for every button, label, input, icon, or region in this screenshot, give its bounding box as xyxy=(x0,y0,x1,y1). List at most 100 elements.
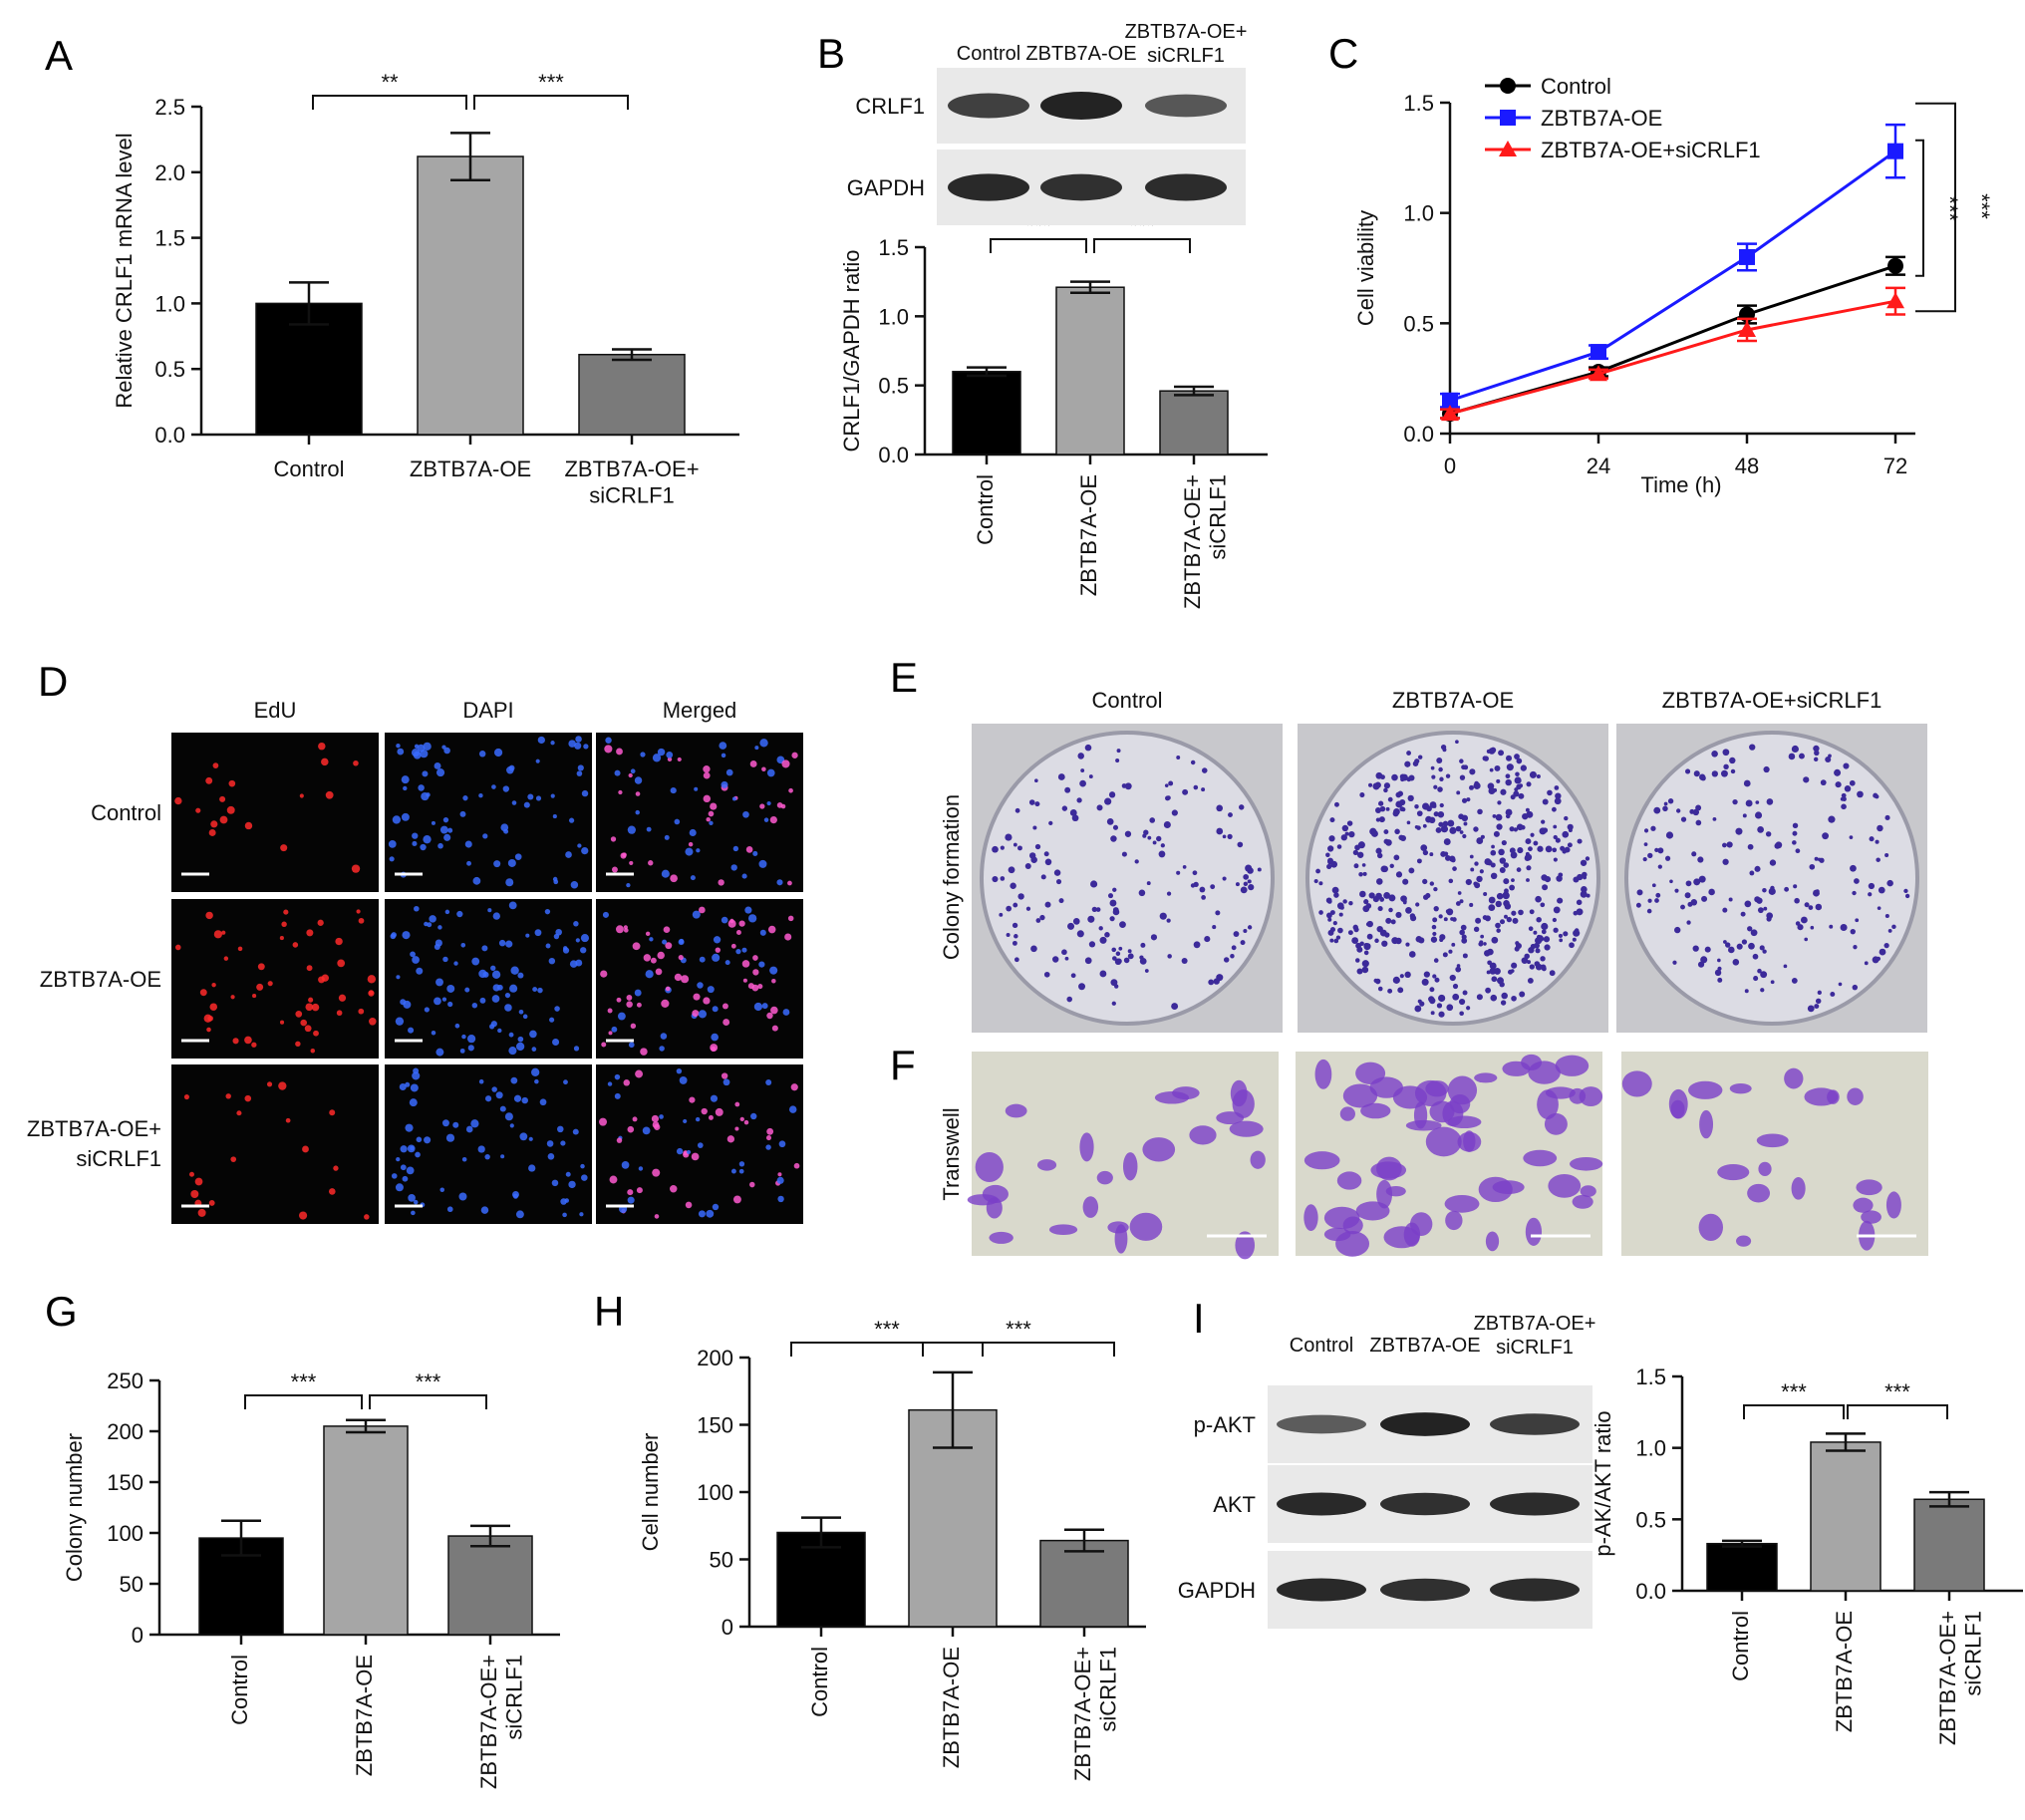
colony-dot xyxy=(1502,891,1510,899)
nucleus-dot xyxy=(741,947,747,953)
chart-h-ytick-label: 50 xyxy=(710,1548,733,1573)
nucleus-dot xyxy=(712,1006,719,1013)
colony-dot xyxy=(1511,962,1518,969)
nucleus-dot xyxy=(642,1126,651,1135)
nucleus-dot xyxy=(221,930,226,935)
chart-i-xtick-label: Control xyxy=(1728,1611,1753,1681)
nucleus-dot xyxy=(225,1093,231,1099)
colony-dot xyxy=(1654,898,1659,903)
chart-g-ylabel: Colony number xyxy=(62,1433,87,1582)
colony-dot xyxy=(1558,933,1563,938)
chart-c-significance-label: *** xyxy=(1937,195,1962,221)
colony-dot xyxy=(1404,760,1411,767)
colony-dot xyxy=(1474,861,1479,866)
migrated-cell xyxy=(1523,1149,1558,1167)
blot-I-lane-label: ZBTB7A-OE xyxy=(1369,1335,1480,1357)
colony-dot xyxy=(1500,1000,1507,1006)
colony-dot xyxy=(1528,947,1535,954)
chart-b-xtick-label: Control xyxy=(973,474,998,545)
colony-dot xyxy=(1815,903,1823,911)
nucleus-dot xyxy=(183,1093,189,1100)
nucleus-dot xyxy=(437,925,442,930)
chart-a-ytick-label: 0.0 xyxy=(154,423,185,448)
nucleus-dot xyxy=(188,1171,194,1177)
colony-dot xyxy=(1452,866,1457,871)
nucleus-dot xyxy=(711,1046,717,1052)
colony-dot xyxy=(1876,857,1880,862)
colony-dot xyxy=(1526,865,1532,871)
chart-i-significance-label: *** xyxy=(1884,1379,1910,1404)
nucleus-dot xyxy=(522,1014,528,1020)
nucleus-dot xyxy=(703,771,711,779)
colony-dot xyxy=(1797,924,1804,931)
colony-dot xyxy=(1542,884,1549,891)
nucleus-dot xyxy=(479,997,486,1004)
colony-dot xyxy=(1329,938,1334,943)
nucleus-dot xyxy=(747,914,757,923)
colony-dot xyxy=(1542,798,1549,805)
colony-dot xyxy=(1405,907,1412,914)
colony-dot xyxy=(1363,899,1369,905)
nucleus-dot xyxy=(358,917,365,924)
colony-dot xyxy=(1193,784,1199,790)
nucleus-dot xyxy=(454,1023,460,1029)
colony-dot xyxy=(1048,820,1053,826)
nucleus-dot xyxy=(353,759,359,766)
colony-dot xyxy=(992,845,999,853)
colony-dot xyxy=(1904,893,1910,899)
nucleus-dot xyxy=(292,942,299,948)
colony-dot xyxy=(1759,945,1765,951)
nucleus-dot xyxy=(416,967,424,975)
colony-dot xyxy=(1792,840,1797,845)
nucleus-dot xyxy=(572,1128,579,1135)
colony-dot xyxy=(1462,990,1468,996)
chart-g-bar-zbtb7a-oe xyxy=(323,1425,409,1636)
colony-dot xyxy=(1763,906,1768,911)
colony-dot xyxy=(1469,768,1476,775)
colony-dot xyxy=(1553,927,1559,933)
colony-dot xyxy=(1418,937,1425,944)
nucleus-dot xyxy=(765,1079,772,1086)
colony-dot xyxy=(1318,881,1323,886)
colony-dot xyxy=(1489,962,1497,970)
migrated-cell xyxy=(1355,1201,1390,1221)
colony-dot xyxy=(1071,814,1079,822)
nucleus-dot xyxy=(518,1009,524,1015)
migrated-cell xyxy=(1747,1183,1771,1203)
colony-dot xyxy=(1116,749,1121,754)
colony-dot xyxy=(1139,955,1144,960)
colony-dot xyxy=(1361,966,1369,974)
chart-i-ytick-label: 1.5 xyxy=(1635,1365,1666,1389)
migrated-cell xyxy=(1335,1230,1370,1257)
colony-dot xyxy=(1449,974,1456,982)
colony-dot xyxy=(1766,798,1774,805)
nucleus-dot xyxy=(409,1098,418,1107)
colony-dot xyxy=(1112,907,1119,913)
colony-dot xyxy=(1124,830,1132,837)
nucleus-dot xyxy=(766,1127,774,1135)
nucleus-dot xyxy=(711,1033,719,1042)
nucleus-dot xyxy=(213,930,222,939)
nucleus-dot xyxy=(730,864,737,871)
migrated-cell xyxy=(1688,1080,1723,1099)
colony-dot xyxy=(1884,853,1889,858)
chart-g-significance-label: *** xyxy=(416,1369,441,1394)
colony-dot xyxy=(1216,804,1224,812)
colony-dot xyxy=(1469,902,1474,908)
colony-dot xyxy=(1692,945,1699,952)
colony-dot xyxy=(1400,895,1407,902)
colony-dot xyxy=(1326,899,1332,904)
colony-dot xyxy=(1107,893,1114,899)
nucleus-dot xyxy=(412,956,420,964)
colony-dot xyxy=(1400,835,1407,842)
chart-h-significance-bracket xyxy=(922,1342,1115,1357)
nucleus-dot xyxy=(605,737,612,744)
colony-dot xyxy=(1115,951,1121,957)
nucleus-dot xyxy=(766,800,771,806)
nucleus-dot xyxy=(403,785,408,791)
chart-c-ytick-label: 0.0 xyxy=(1403,422,1434,447)
nucleus-dot xyxy=(691,1152,700,1161)
colony-dot xyxy=(1375,878,1383,885)
colony-dot xyxy=(1408,867,1415,874)
colony-dot xyxy=(1814,750,1820,757)
